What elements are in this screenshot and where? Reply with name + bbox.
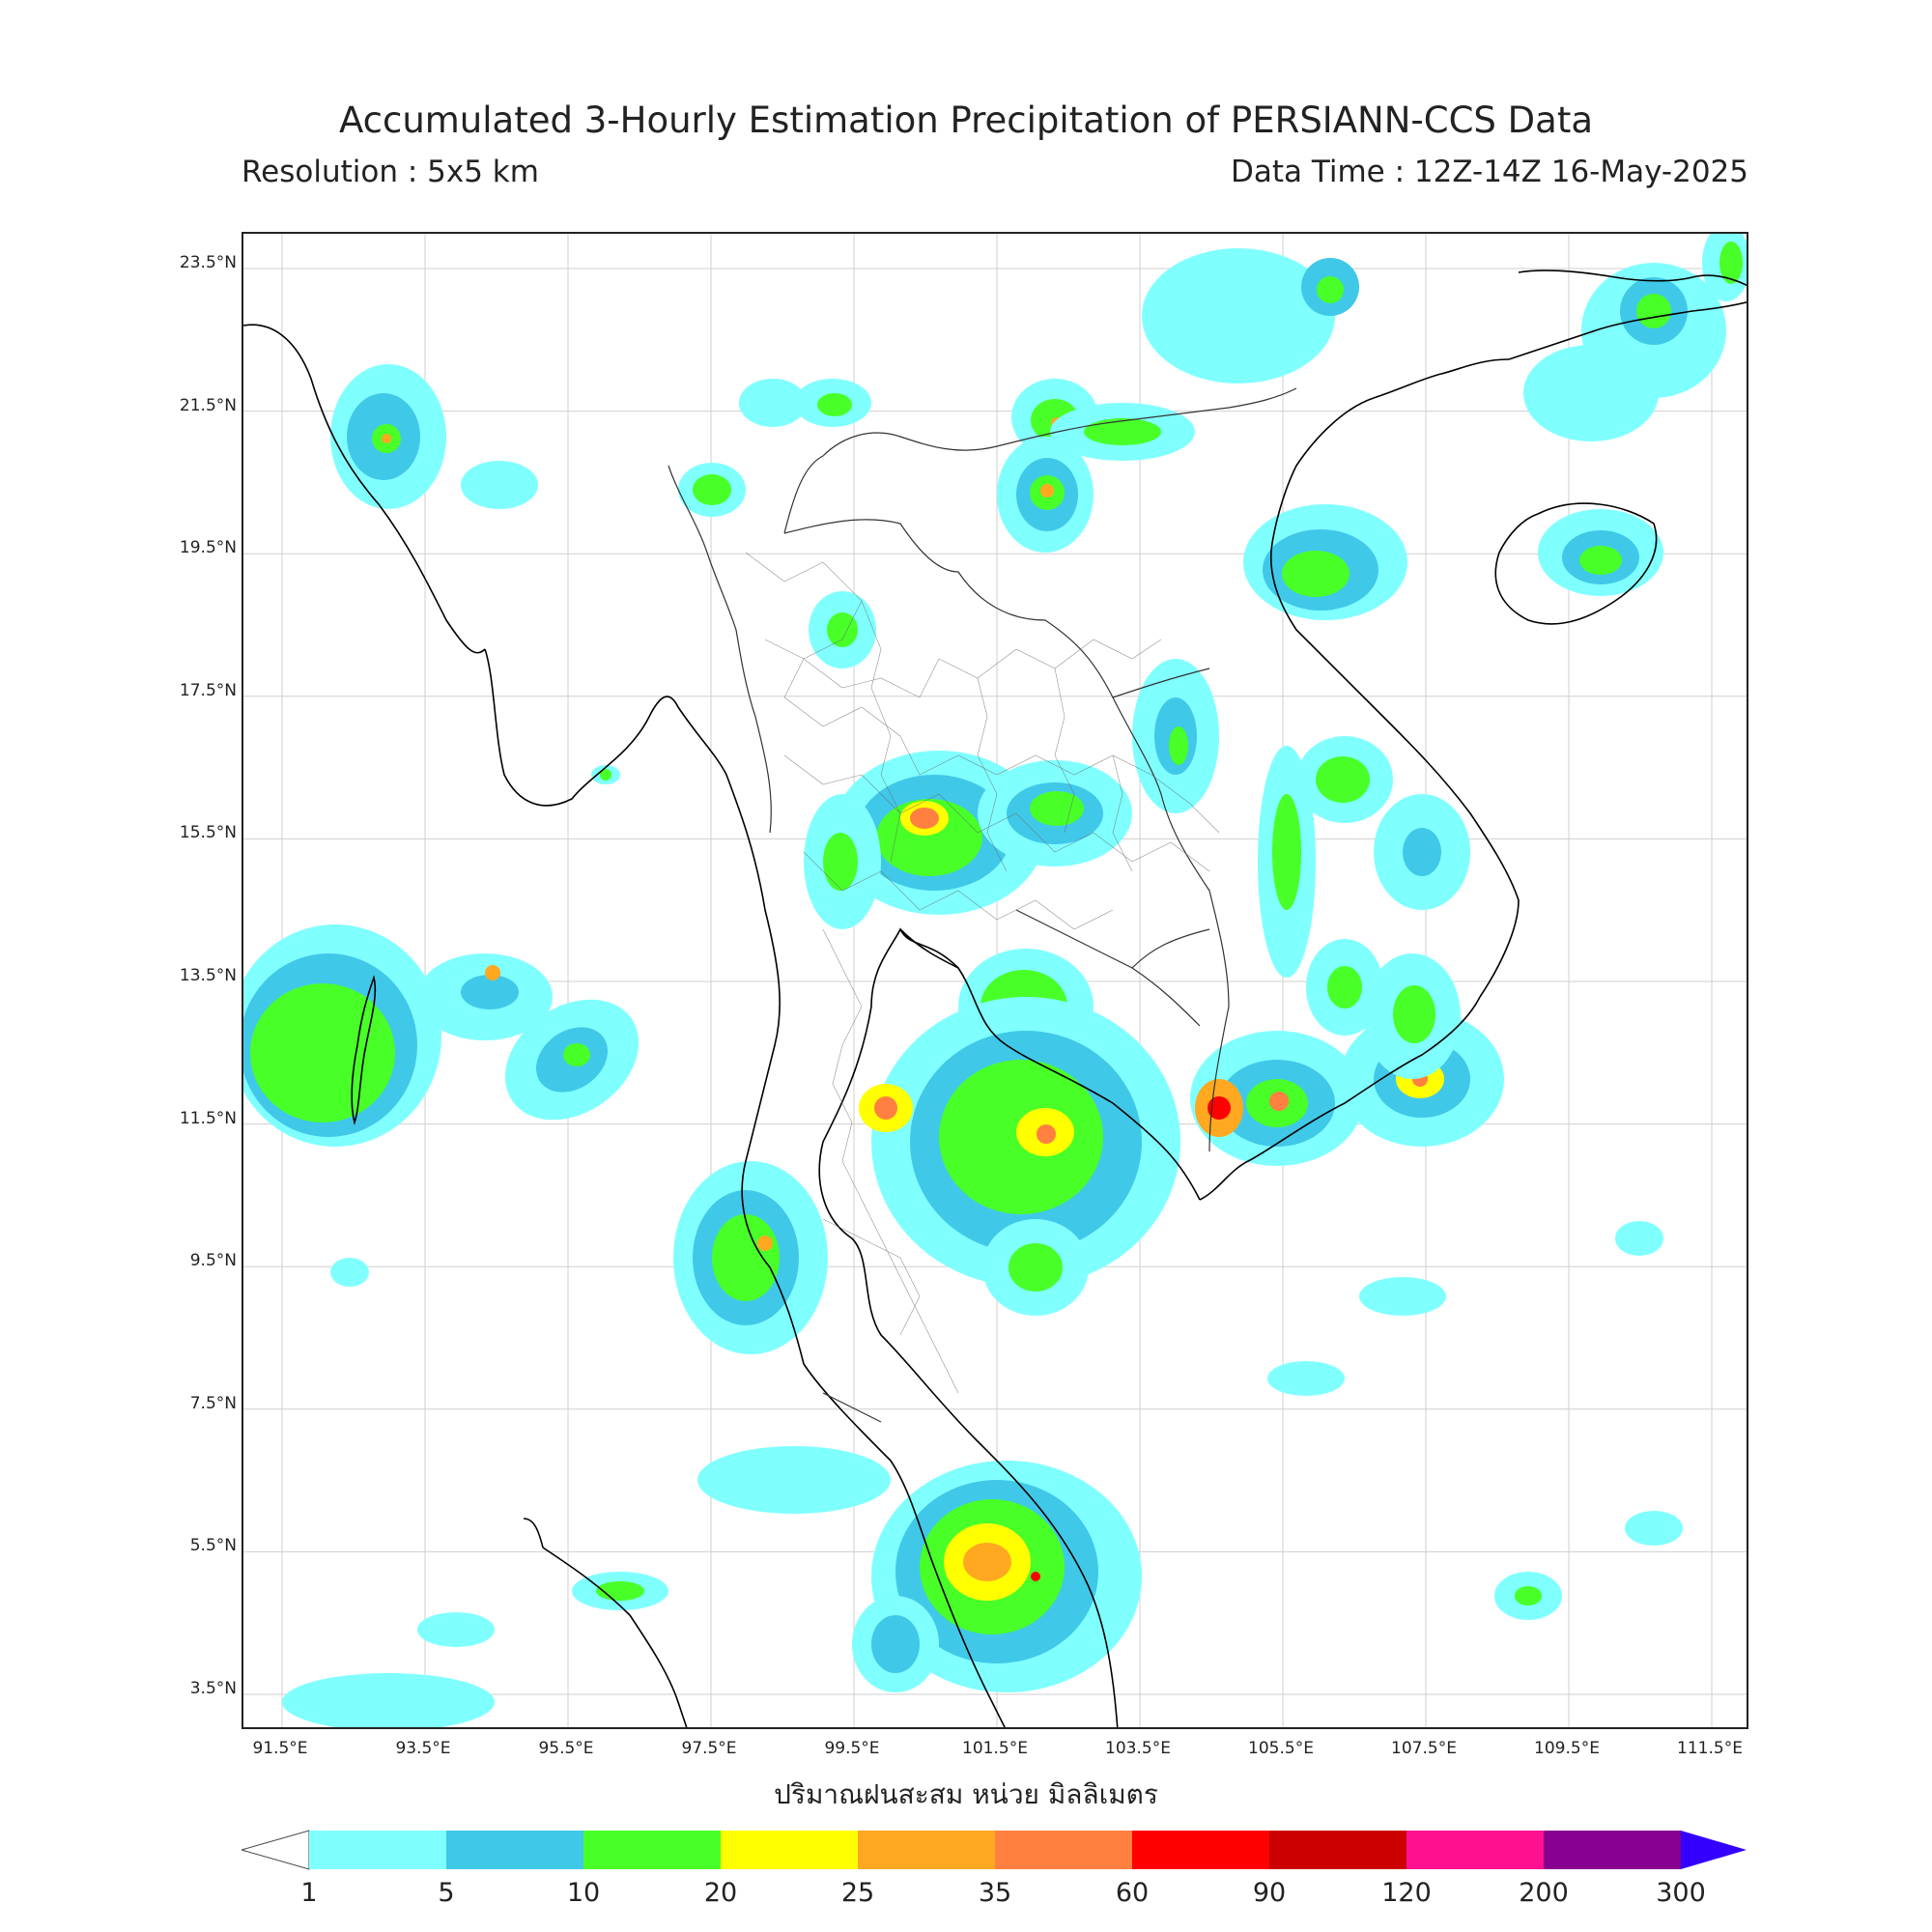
rain-cell-ranong [673, 1161, 828, 1354]
lat-label: 9.5°N [189, 1251, 237, 1270]
lon-label: 107.5°E [1391, 1739, 1457, 1758]
colorbar-swatch [1544, 1831, 1682, 1869]
colorbar-swatch [309, 1831, 447, 1869]
rain-cell-andaman-east [504, 999, 639, 1121]
lat-label: 3.5°N [189, 1679, 237, 1698]
colorbar [242, 1830, 1747, 1870]
lat-label: 13.5°N [179, 966, 237, 985]
lat-label: 23.5°N [179, 253, 237, 272]
colorbar-swatch [446, 1831, 584, 1869]
lon-label: 99.5°E [824, 1739, 880, 1758]
lat-label: 15.5°N [179, 823, 237, 842]
lon-label: 103.5°E [1105, 1739, 1171, 1758]
colorbar-tick-label: 300 [1656, 1878, 1706, 1908]
map-title: Accumulated 3-Hourly Estimation Precipit… [338, 99, 1594, 141]
x-axis-title: ปริมาณฝนสะสม หน่วย มิลลิเมตร [774, 1778, 1158, 1810]
lon-label: 111.5°E [1677, 1739, 1743, 1758]
data-time-label: Data Time : 12Z-14Z 16-May-2025 [1230, 155, 1748, 189]
country-borders [668, 387, 1297, 1423]
colorbar-tick-label: 90 [1252, 1878, 1287, 1908]
lon-label: 97.5°E [681, 1739, 737, 1758]
rain-cell-hainan [1243, 504, 1407, 620]
rain-cell-northeast-thailand [978, 760, 1132, 867]
colorbar-tick-label: 200 [1519, 1878, 1569, 1908]
colorbar-tick-label: 10 [566, 1878, 601, 1908]
resolution-label: Resolution : 5x5 km [242, 155, 539, 189]
lon-label: 95.5°E [538, 1739, 594, 1758]
colorbar-tick-label: 20 [703, 1878, 738, 1908]
rain-cell-cambodia-coast [859, 997, 1180, 1287]
rain-cell-south-thailand [871, 1461, 1142, 1692]
colorbar-tick-label: 5 [438, 1878, 455, 1908]
map-canvas [243, 234, 1747, 1727]
lat-label: 5.5°N [189, 1536, 237, 1555]
lat-label: 17.5°N [179, 681, 237, 700]
lat-label: 7.5°N [189, 1394, 237, 1413]
colorbar-tick-label: 1 [300, 1878, 318, 1908]
colorbar-tick-label: 60 [1115, 1878, 1150, 1908]
colorbar-swatch [1269, 1831, 1407, 1869]
colorbar-swatch [583, 1831, 722, 1869]
rain-cell-andaman-west [243, 924, 441, 1147]
colorbar-swatch [721, 1831, 859, 1869]
lon-label: 91.5°E [252, 1739, 308, 1758]
colorbar-tick-label: 25 [840, 1878, 875, 1908]
colorbar-tick-label: 120 [1381, 1878, 1432, 1908]
lon-label: 101.5°E [962, 1739, 1028, 1758]
lon-label: 109.5°E [1534, 1739, 1600, 1758]
lon-label: 93.5°E [395, 1739, 451, 1758]
lon-label: 105.5°E [1248, 1739, 1314, 1758]
lat-label: 11.5°N [179, 1109, 237, 1128]
precipitation-field [243, 234, 1747, 1727]
thai-province-boundaries [745, 552, 1220, 1394]
rain-cell-cambodia-east [1190, 1031, 1364, 1166]
rain-cell-myanmar-coast [330, 364, 446, 509]
rain-cell-andaman-north [417, 953, 553, 1040]
colorbar-swatch [858, 1831, 996, 1869]
rain-cell-north-vietnam [997, 437, 1094, 553]
precipitation-map [242, 232, 1748, 1729]
colorbar-swatch [1132, 1831, 1270, 1869]
lat-label: 21.5°N [179, 396, 237, 415]
colorbar-swatch [1406, 1831, 1545, 1869]
colorbar-under-arrow [242, 1830, 310, 1870]
rain-cell-mekong [1195, 1079, 1243, 1137]
colorbar-tick-label: 35 [978, 1878, 1012, 1908]
coastlines [243, 270, 1747, 1727]
colorbar-swatch [995, 1831, 1133, 1869]
lat-label: 19.5°N [179, 538, 237, 557]
colorbar-over-arrow [1681, 1831, 1747, 1869]
